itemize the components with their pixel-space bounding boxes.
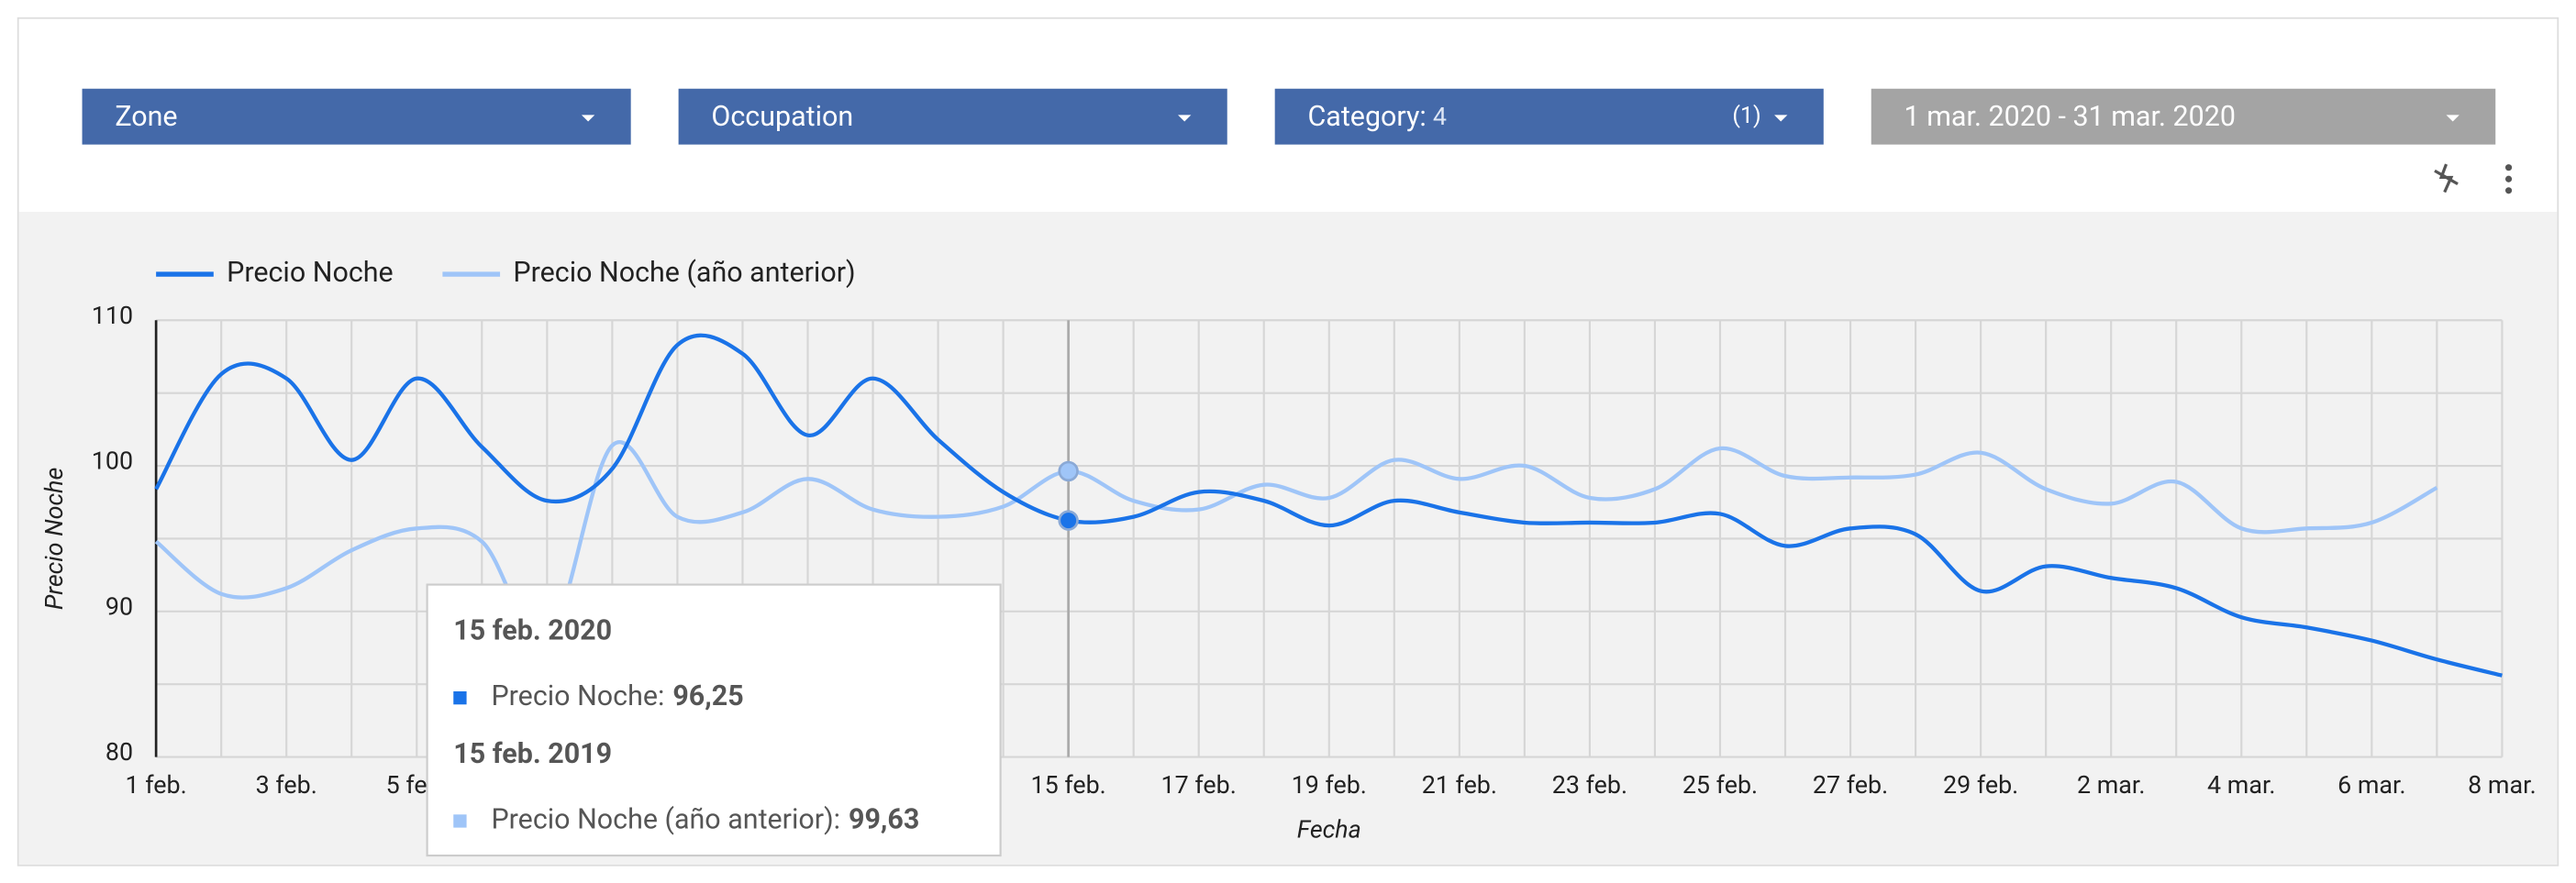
icon[interactable] xyxy=(2434,163,2459,193)
tooltip-date: 15 feb. 2019 xyxy=(453,738,612,770)
x-tick-label: 29 feb. xyxy=(1943,770,2018,800)
x-tick-label: 27 feb. xyxy=(1813,770,1888,800)
x-tick-label: 15 feb. xyxy=(1030,770,1105,800)
tooltip-swatch xyxy=(453,690,467,705)
dropdown-arrow xyxy=(1178,115,1192,122)
filter-dropdown[interactable] xyxy=(1871,88,2496,145)
tooltip-date: 15 feb. 2020 xyxy=(453,615,612,647)
filter-label-text: Occupation xyxy=(711,101,853,133)
filter-count: (1) xyxy=(1732,103,1760,129)
filter-label: Zone xyxy=(115,101,177,133)
x-axis-label: Fecha xyxy=(1297,814,1361,844)
legend-label: Precio Noche (año anterior) xyxy=(513,257,855,289)
filter-label: Occupation xyxy=(711,101,853,133)
dropdown-arrow xyxy=(2446,115,2459,122)
filter-dropdown[interactable] xyxy=(1274,88,1824,145)
x-tick-label: 3 feb. xyxy=(256,770,317,800)
filter-label-text: 1 mar. 2020 - 31 mar. 2020 xyxy=(1904,101,2236,133)
tooltip-swatch xyxy=(453,814,467,828)
x-tick-label: 23 feb. xyxy=(1552,770,1627,800)
x-tick-label: 21 feb. xyxy=(1422,770,1497,800)
x-tick-label: 25 feb. xyxy=(1682,770,1758,800)
y-tick-label: 100 xyxy=(92,447,133,476)
filter-dropdown[interactable] xyxy=(678,88,1227,145)
grid xyxy=(155,319,2504,758)
x-tick-label: 17 feb. xyxy=(1161,770,1237,800)
toolbar-icons xyxy=(2434,163,2513,194)
x-tick-label: 6 mar. xyxy=(2337,770,2406,800)
tooltip-label: Precio Noche (año anterior): xyxy=(491,803,840,835)
x-tick-label: 19 feb. xyxy=(1292,770,1367,800)
hover-point xyxy=(1058,460,1079,482)
y-tick-label: 90 xyxy=(105,591,133,621)
filter-label: 1 mar. 2020 - 31 mar. 2020 xyxy=(1904,101,2236,133)
tooltip-row: Precio Noche: 96,25 xyxy=(491,680,743,712)
tooltip-value: 96,25 xyxy=(672,680,743,712)
x-tick-label: 2 mar. xyxy=(2077,770,2146,800)
menu-icon[interactable] xyxy=(2504,164,2513,171)
x-tick-label: 1 feb. xyxy=(126,770,187,800)
tooltip-box xyxy=(426,583,1002,857)
filter-label-text: Zone xyxy=(115,101,177,133)
y-axis-label: Precio Noche xyxy=(39,468,69,610)
filter-value: 4 xyxy=(1433,102,1447,131)
dropdown-arrow xyxy=(581,115,595,122)
series-line xyxy=(154,333,2503,678)
tooltip: 15 feb. 2020 Precio Noche: 96,25 15 feb. 20… xyxy=(426,583,1002,857)
filter-dropdown[interactable] xyxy=(82,88,631,145)
x-tick-label: 8 mar. xyxy=(2468,770,2537,800)
tooltip-row: Precio Noche (año anterior): 99,63 xyxy=(491,803,919,835)
legend-label: Precio Noche xyxy=(227,257,394,289)
tooltip-value: 99,63 xyxy=(849,803,919,835)
menu-icon xyxy=(2504,187,2513,194)
y-tick-label: 110 xyxy=(92,301,133,330)
filter-label: Category: 4 xyxy=(1307,101,1447,133)
menu-icon xyxy=(2504,175,2513,182)
hover-point xyxy=(1058,510,1079,531)
dropdown-arrow xyxy=(1774,115,1788,122)
y-tick-label: 80 xyxy=(105,737,133,767)
filter-label-text: Category: xyxy=(1307,101,1426,133)
tooltip-label: Precio Noche: xyxy=(491,680,664,712)
x-tick-label: 4 mar. xyxy=(2207,770,2276,800)
